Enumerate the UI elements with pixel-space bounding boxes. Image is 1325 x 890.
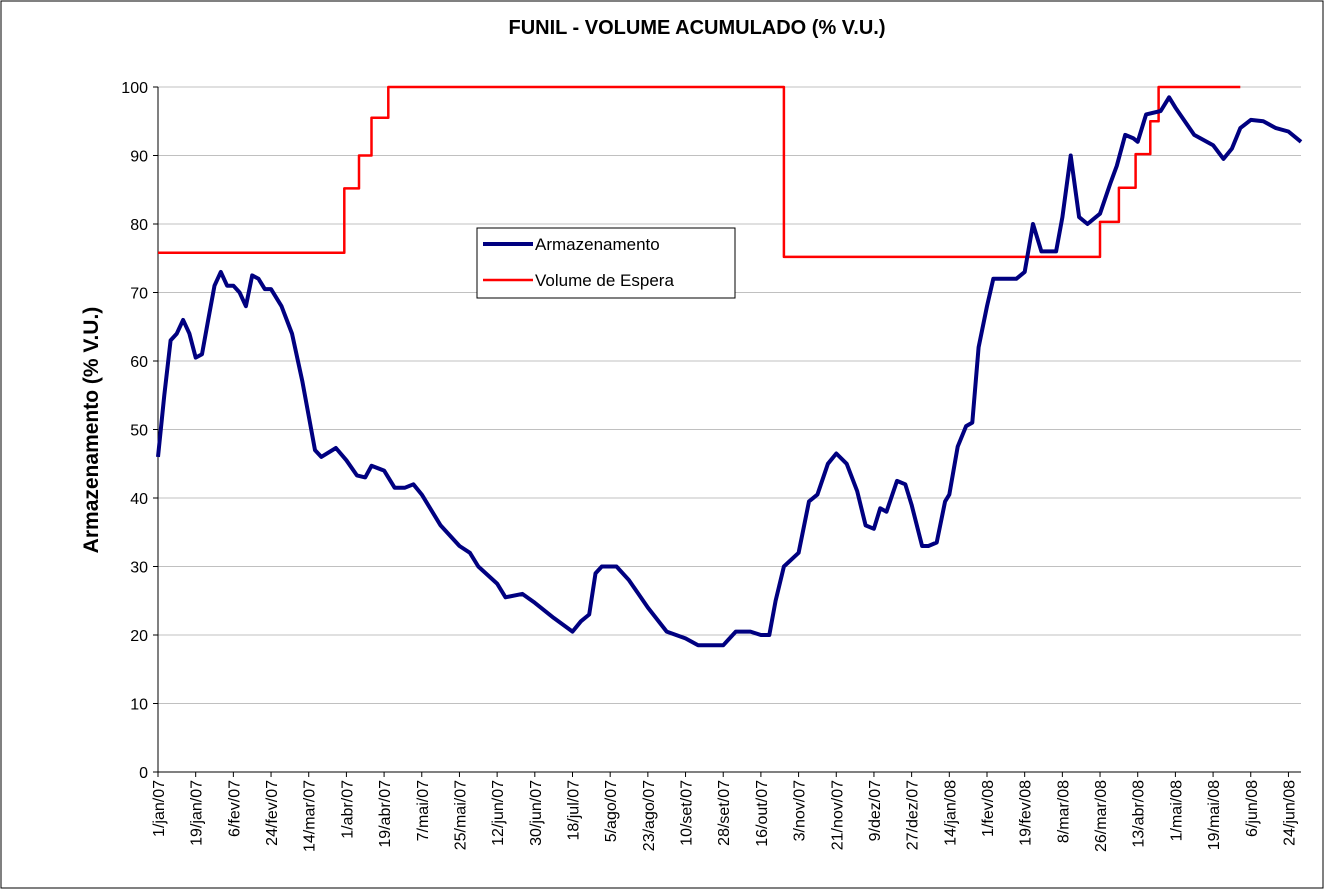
- x-tick-label: 9/dez/07: [867, 780, 884, 841]
- y-axis-label: Armazenamento (% V.U.): [80, 307, 103, 554]
- x-tick-label: 8/mar/08: [1055, 780, 1072, 843]
- x-tick-label: 6/jun/08: [1244, 780, 1261, 837]
- x-tick-label: 26/mar/08: [1093, 780, 1110, 852]
- x-tick-label: 28/set/07: [716, 780, 733, 846]
- x-tick-label: 30/jun/07: [528, 780, 545, 846]
- x-tick-label: 1/mai/08: [1168, 780, 1185, 841]
- x-tick-label: 1/abr/07: [339, 780, 356, 839]
- y-tick-label: 100: [121, 80, 148, 97]
- x-tick-label: 27/dez/07: [905, 780, 922, 850]
- x-tick-label: 12/jun/07: [490, 780, 507, 846]
- x-tick-label: 16/out/07: [754, 780, 771, 847]
- x-tick-label: 19/jan/07: [189, 780, 206, 846]
- x-tick-label: 24/fev/07: [264, 780, 281, 846]
- y-tick-label: 70: [130, 286, 148, 303]
- x-tick-label: 6/fev/07: [226, 780, 243, 837]
- legend-label: Armazenamento: [535, 235, 660, 254]
- legend-label: Volume de Espera: [535, 271, 674, 290]
- x-tick-label: 1/fev/08: [980, 780, 997, 837]
- x-tick-label: 19/fev/08: [1018, 780, 1035, 846]
- x-tick-label: 1/jan/07: [151, 780, 168, 837]
- x-tick-label: 23/ago/07: [641, 780, 658, 851]
- y-tick-label: 60: [130, 354, 148, 371]
- line-series: [158, 85, 1241, 259]
- x-tick-label: 7/mai/07: [415, 780, 432, 841]
- x-tick-label: 14/mar/07: [302, 780, 319, 852]
- x-tick-label: 25/mai/07: [452, 780, 469, 850]
- x-tick-label: 13/abr/08: [1131, 780, 1148, 848]
- y-tick-label: 30: [130, 560, 148, 577]
- legend-box: [476, 227, 736, 299]
- y-tick-label: 10: [130, 697, 148, 714]
- x-tick-label: 5/ago/07: [603, 780, 620, 842]
- x-tick-label: 21/nov/07: [829, 780, 846, 850]
- x-tick-label: 24/jun/08: [1281, 780, 1298, 846]
- x-tick-label: 10/set/07: [679, 780, 696, 846]
- chart-title: FUNIL - VOLUME ACUMULADO (% V.U.): [508, 17, 885, 39]
- x-tick-label: 18/jul/07: [565, 780, 582, 841]
- y-tick-label: 50: [130, 423, 148, 440]
- y-tick-label: 90: [130, 149, 148, 166]
- x-tick-label: 3/nov/07: [792, 780, 809, 841]
- y-tick-label: 20: [130, 628, 148, 645]
- y-tick-label: 0: [139, 765, 148, 782]
- line-series: [156, 95, 1303, 648]
- x-tick-label: 19/abr/07: [377, 780, 394, 848]
- y-tick-label: 80: [130, 217, 148, 234]
- x-tick-label: 19/mai/08: [1206, 780, 1223, 850]
- y-tick-label: 40: [130, 491, 148, 508]
- x-tick-label: 14/jan/08: [942, 780, 959, 846]
